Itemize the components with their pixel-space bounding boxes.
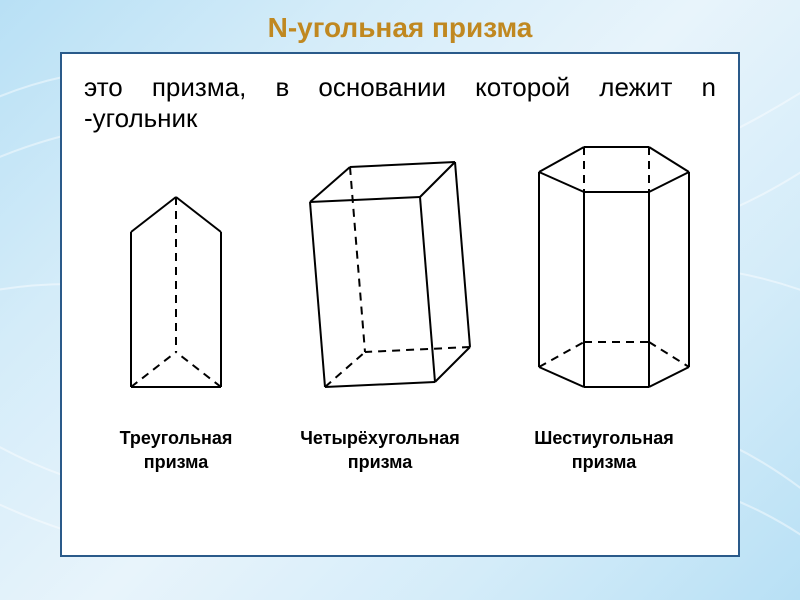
prism-label-0: Треугольнаяпризма — [120, 427, 233, 474]
prism-label-1: Четырёхугольнаяпризма — [300, 427, 460, 474]
prism-1: Четырёхугольнаяпризма — [280, 137, 480, 474]
prism-2: Шестиугольнаяпризма — [504, 117, 704, 474]
prism-0: Треугольнаяпризма — [96, 177, 256, 474]
prism-label-2: Шестиугольнаяпризма — [534, 427, 673, 474]
content-box: это призма, в основании которой лежит n … — [60, 52, 740, 557]
title-text: N-угольная призма — [268, 12, 533, 43]
prism-svg-1 — [280, 137, 480, 417]
diagrams-row: Треугольнаяпризма Четырёхугольнаяпризма Ше… — [84, 164, 716, 474]
page-title: N-угольная призма — [0, 0, 800, 52]
prism-svg-0 — [96, 177, 256, 417]
prism-svg-2 — [504, 117, 704, 417]
